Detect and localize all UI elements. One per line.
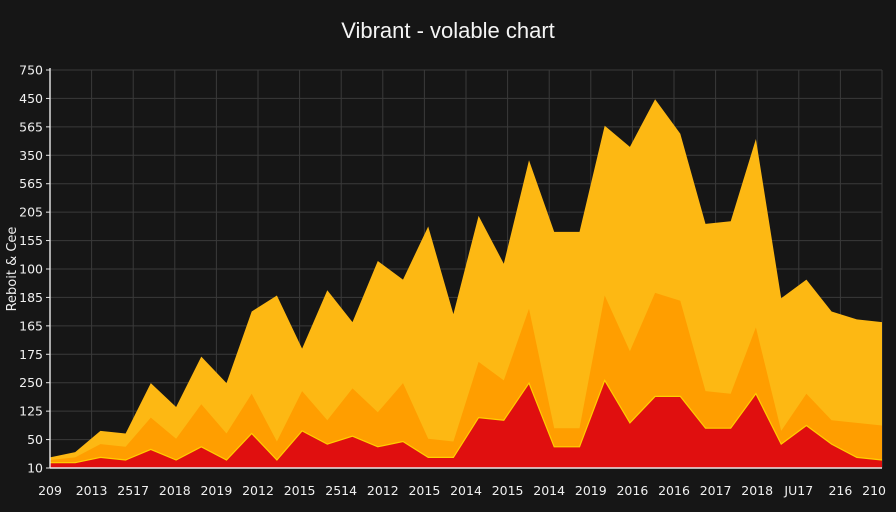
y-tick-label: 250 [19,375,43,390]
x-tick-label: 2517 [117,483,149,498]
chart-title: Vibrant - volable chart [341,18,555,43]
y-axis-ticks: 750 450 565 350 565 205 155 100 185 165 175 250 125 5… [19,63,50,476]
y-tick-label: 565 [19,176,43,191]
x-tick-label: 2018 [741,483,773,498]
area-series [50,99,883,468]
area-bottom-edge [50,379,883,464]
x-tick-label: 2015 [284,483,316,498]
x-axis-ticks: 209 2013 2517 2018 2019 2012 2015 2514 2012 2015 2… [38,483,886,498]
y-axis-label: Reboit & Cee [5,227,20,312]
y-tick-label: 185 [19,290,43,305]
axes [49,68,882,469]
x-tick-label: 2012 [242,483,274,498]
x-tick-label: 2016 [658,483,690,498]
y-tick-label: 565 [19,119,43,134]
x-tick-label: 2019 [200,483,232,498]
y-tick-label: 50 [27,432,43,447]
x-tick-label: JU17 [783,483,813,498]
x-tick-label: 2018 [159,483,191,498]
y-tick-label: 450 [19,91,43,106]
y-tick-label: 125 [19,404,43,419]
y-tick-label: 10 [27,461,43,476]
y-tick-label: 165 [19,318,43,333]
y-tick-label: 175 [19,347,43,362]
x-tick-label: 210 [862,483,886,498]
y-tick-label: 350 [19,148,43,163]
x-tick-label: 2015 [492,483,524,498]
x-tick-label: 2514 [325,483,357,498]
x-tick-label: 2016 [616,483,648,498]
y-tick-label: 750 [19,63,43,78]
y-tick-label: 155 [19,233,43,248]
x-tick-label: 2014 [450,483,482,498]
x-tick-label: 2014 [533,483,565,498]
x-tick-label: 2012 [367,483,399,498]
x-tick-label: 2015 [408,483,440,498]
x-tick-label: 2019 [575,483,607,498]
y-tick-label: 100 [19,262,43,277]
x-tick-label: 2017 [700,483,732,498]
x-tick-label: 2013 [76,483,108,498]
x-tick-label: 216 [828,483,852,498]
y-tick-label: 205 [19,205,43,220]
area-bottom [50,380,882,468]
x-tick-label: 209 [38,483,62,498]
